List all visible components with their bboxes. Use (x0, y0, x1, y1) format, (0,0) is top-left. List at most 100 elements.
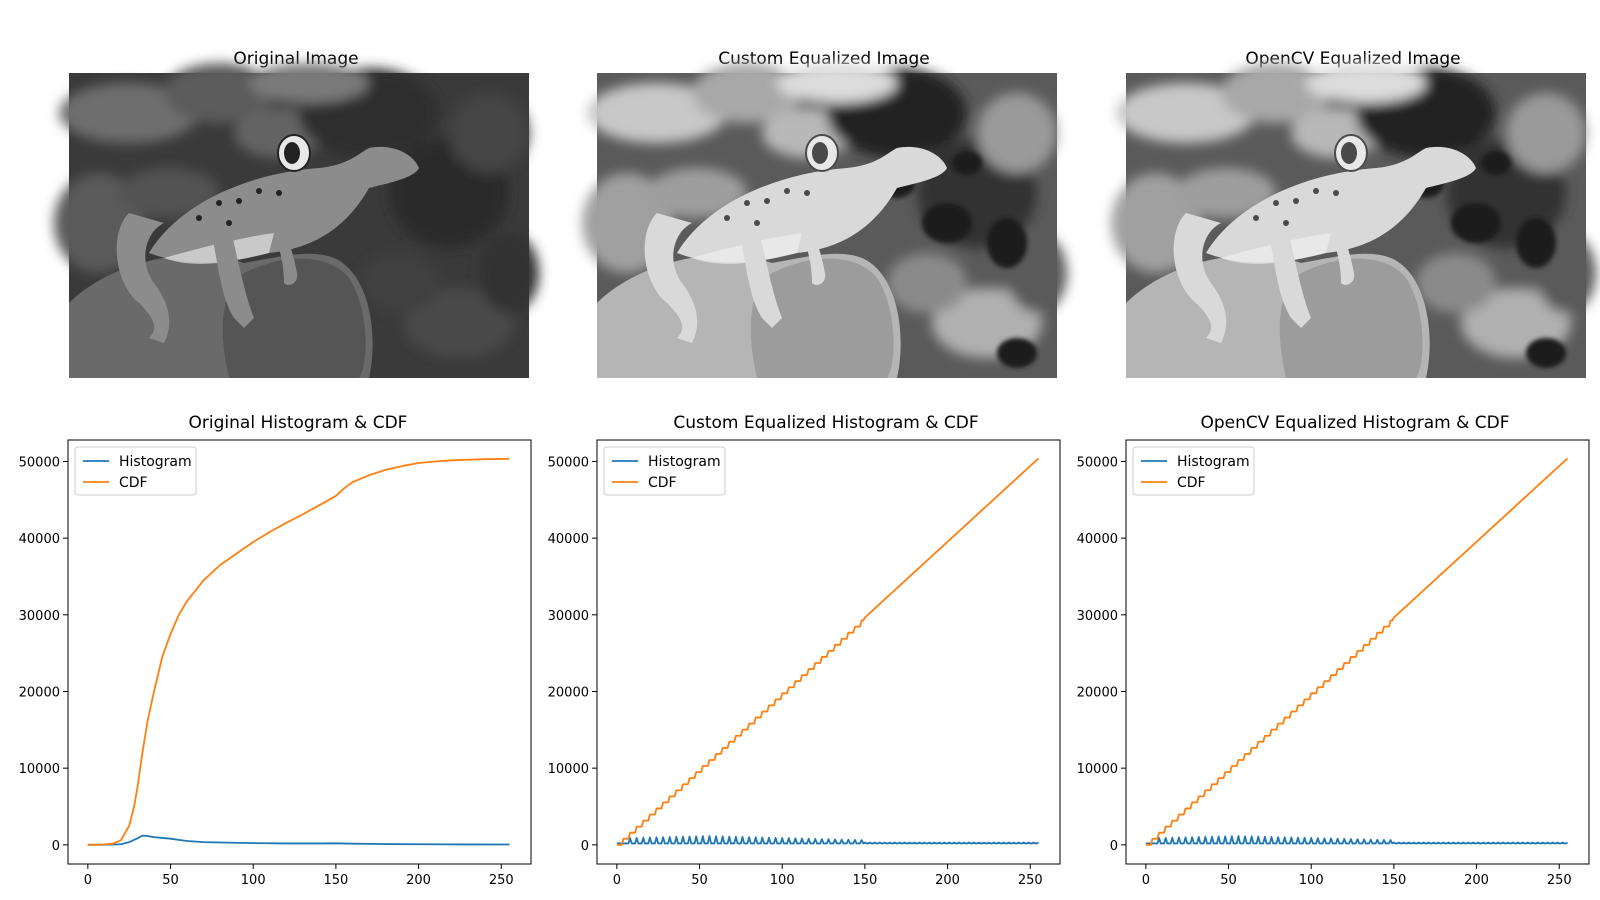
foliage-blob (587, 83, 727, 143)
frog-front-leg (1266, 223, 1311, 328)
foliage-blob (1306, 63, 1426, 103)
frog-image-custom (582, 63, 1067, 378)
y-tick-label: 40000 (1077, 532, 1118, 547)
series-line-histogram (1145, 835, 1568, 845)
x-tick-label: 150 (1381, 873, 1406, 888)
series-line-histogram (87, 834, 510, 846)
foliage-blob (952, 151, 982, 175)
foliage-blob (647, 168, 747, 218)
foliage-background (54, 63, 539, 358)
foliage-blob (1116, 83, 1256, 143)
axes-frame (596, 439, 1061, 865)
x-tick-label: 250 (1018, 873, 1043, 888)
chart-title-custom: Custom Equalized Histogram & CDF (673, 413, 978, 433)
chart-title-opencv: OpenCV Equalized Histogram & CDF (1200, 413, 1509, 433)
frog-spot (1253, 215, 1259, 221)
frog-pupil (812, 142, 828, 164)
x-tick-label: 50 (691, 873, 708, 888)
image-title-opencv: OpenCV Equalized Image (1245, 49, 1460, 69)
x-tick-label: 0 (84, 873, 92, 888)
foliage-blob (249, 63, 369, 103)
frog-front-leg (737, 223, 782, 328)
x-tick-label: 250 (489, 873, 514, 888)
y-tick-label: 40000 (548, 532, 589, 547)
frog-pupil (284, 142, 300, 164)
foliage-blob (692, 63, 802, 123)
foliage-blob (1516, 218, 1556, 268)
frog-spot (226, 220, 232, 226)
frog-spot (754, 220, 760, 226)
foliage-blob (1221, 63, 1331, 123)
legend-label-histogram: Histogram (1177, 454, 1250, 470)
foliage-blob (977, 93, 1057, 173)
foliage-blob (1506, 93, 1586, 173)
frog-front-leg (1326, 223, 1355, 285)
y-tick-label: 0 (581, 839, 589, 854)
x-tick-label: 150 (852, 873, 877, 888)
foliage-blob (887, 253, 967, 313)
frog-spot (1293, 198, 1299, 204)
y-tick-label: 50000 (548, 455, 589, 470)
rock-shape (1279, 258, 1423, 378)
legend-label-cdf: CDF (648, 475, 677, 491)
legend-label-histogram: Histogram (648, 454, 721, 470)
frog-spot (1313, 188, 1319, 194)
series-line-cdf (87, 457, 510, 846)
frog-front-leg (797, 223, 826, 285)
image-panel-custom: Custom Equalized Image (582, 49, 1067, 378)
x-tick-label: 0 (613, 873, 621, 888)
chart-original: Original Histogram & CDF 0 50 100 150 200 250… (19, 413, 532, 888)
foliage-blob (987, 218, 1027, 268)
x-tick-label: 200 (935, 873, 960, 888)
foliage-blob (164, 63, 274, 123)
legend: Histogram CDF (74, 446, 197, 496)
y-tick-label: 30000 (19, 609, 60, 624)
chart-opencv: OpenCV Equalized Histogram & CDF 0 50 100 1… (1077, 413, 1590, 888)
foliage-blob (777, 63, 897, 103)
frog-spot (256, 188, 262, 194)
frog-hind-leg (1173, 213, 1227, 343)
axes-frame (1125, 439, 1590, 865)
foliage-blob (1416, 253, 1496, 313)
legend-label-histogram: Histogram (119, 454, 192, 470)
frog-spot (784, 188, 790, 194)
legend-box (74, 446, 197, 496)
y-tick-label: 50000 (1077, 455, 1118, 470)
legend: Histogram CDF (1132, 446, 1255, 496)
y-tick-label: 20000 (1077, 685, 1118, 700)
x-tick-label: 100 (1299, 873, 1324, 888)
y-tick-label: 10000 (1077, 762, 1118, 777)
y-tick-label: 0 (1110, 839, 1118, 854)
foliage-blob (59, 83, 199, 143)
foliage-blob (359, 253, 439, 313)
frog-spot (276, 190, 282, 196)
foliage-blob (997, 338, 1037, 368)
y-tick-label: 40000 (19, 532, 60, 547)
y-tick-label: 0 (52, 839, 60, 854)
foliage-background (582, 63, 1067, 358)
x-tick-label: 250 (1547, 873, 1572, 888)
frog-spot (744, 200, 750, 206)
foliage-blob (119, 168, 219, 218)
rock-shape (750, 258, 894, 378)
frog-front-leg (209, 223, 254, 328)
frog-image-original (54, 63, 539, 378)
x-tick-label: 100 (241, 873, 266, 888)
foliage-blob (1481, 151, 1511, 175)
foliage-blob (479, 233, 539, 313)
frog-spot (764, 198, 770, 204)
y-tick-label: 10000 (19, 762, 60, 777)
x-tick-label: 50 (162, 873, 179, 888)
x-tick-label: 150 (323, 873, 348, 888)
foliage-blob (1451, 203, 1501, 243)
frog-pupil (1341, 142, 1357, 164)
frog-spot (1283, 220, 1289, 226)
y-tick-label: 30000 (548, 609, 589, 624)
image-panel-original: Original Image (54, 49, 539, 378)
chart-title-original: Original Histogram & CDF (189, 413, 408, 433)
foliage-blob (1526, 338, 1566, 368)
frog-spot (216, 200, 222, 206)
y-tick-label: 10000 (548, 762, 589, 777)
y-tick-label: 50000 (19, 455, 60, 470)
